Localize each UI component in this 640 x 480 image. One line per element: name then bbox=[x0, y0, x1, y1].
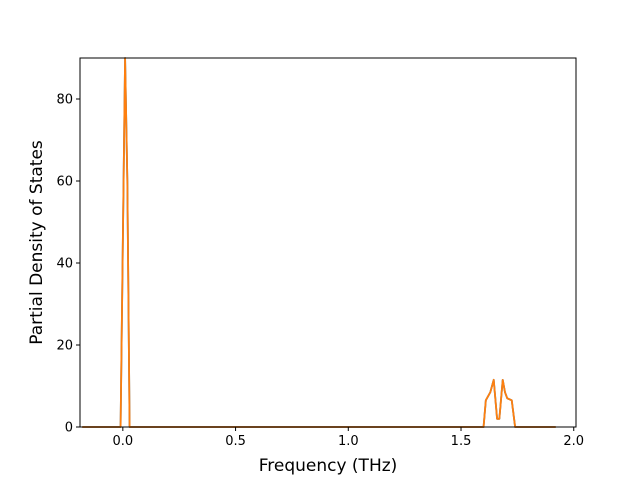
series-line-2 bbox=[82, 57, 556, 428]
x-axis-ticks: 0.0 0.5 1.0 1.5 2.0 bbox=[112, 427, 584, 449]
series-line-1 bbox=[82, 57, 556, 428]
x-axis-label: Frequency (THz) bbox=[259, 456, 398, 476]
y-tick-label: 60 bbox=[56, 175, 73, 190]
x-tick-label: 0.5 bbox=[225, 434, 246, 449]
plot-area-frame bbox=[79, 57, 577, 428]
y-axis-label: Partial Density of States bbox=[27, 140, 47, 345]
series-layer bbox=[82, 57, 556, 428]
x-tick-label: 0.0 bbox=[112, 434, 133, 449]
y-tick-label: 0 bbox=[65, 421, 73, 436]
y-tick-label: 80 bbox=[56, 93, 73, 108]
x-tick-label: 1.5 bbox=[451, 434, 472, 449]
y-tick-label: 20 bbox=[56, 339, 73, 354]
y-axis-ticks: 0 20 40 60 80 bbox=[56, 93, 80, 436]
x-tick-label: 1.0 bbox=[338, 434, 359, 449]
y-tick-label: 40 bbox=[56, 257, 73, 272]
x-tick-label: 2.0 bbox=[563, 434, 584, 449]
